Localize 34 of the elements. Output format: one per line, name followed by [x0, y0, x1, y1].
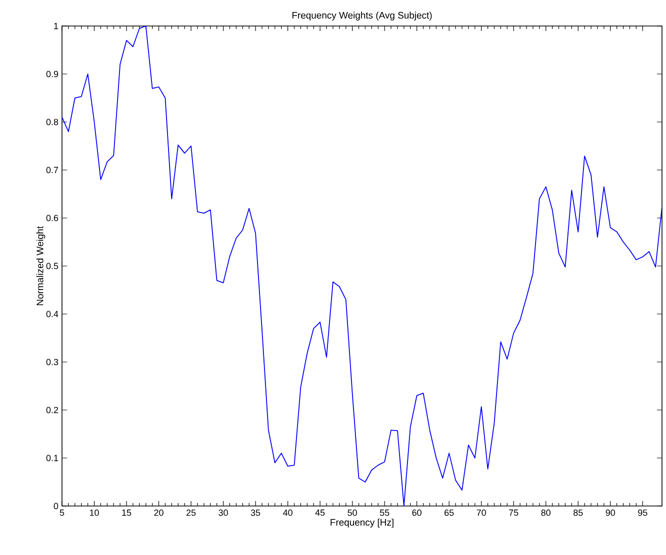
x-tick-label: 60 — [412, 510, 422, 516]
x-tick-label: 50 — [348, 510, 357, 516]
x-tick-label: 65 — [444, 510, 454, 516]
line-series — [62, 26, 662, 506]
x-tick-label: 75 — [509, 510, 518, 516]
x-tick-label: 40 — [283, 510, 292, 516]
x-tick-label: 45 — [315, 510, 325, 516]
y-tick-label: 0.4 — [46, 310, 58, 318]
y-axis-title: Normalized Weight — [36, 226, 46, 306]
y-tick-label: 0.5 — [46, 262, 58, 270]
x-tick-label: 80 — [541, 510, 551, 516]
y-tick-label: 0.6 — [46, 214, 58, 222]
x-tick-label: 55 — [380, 510, 390, 516]
y-tick-label: 0.8 — [46, 118, 58, 126]
y-tick-label: 1 — [54, 22, 58, 30]
x-tick-label: 25 — [186, 510, 196, 516]
y-tick-label: 0.1 — [46, 454, 58, 462]
y-tick-label: 0.3 — [46, 358, 58, 366]
x-tick-label: 90 — [606, 510, 616, 516]
y-tick-label: 0 — [54, 502, 58, 510]
y-tick-label: 0.9 — [46, 70, 58, 78]
x-tick-label: 30 — [218, 510, 228, 516]
x-tick-label: 10 — [90, 510, 99, 516]
y-tick-label: 0.2 — [46, 406, 58, 414]
x-tick-label: 85 — [574, 510, 583, 516]
x-tick-label: 35 — [250, 510, 260, 516]
chart-title: Frequency Weights (Avg Subject) — [292, 12, 432, 20]
x-tick-label: 95 — [638, 510, 648, 516]
x-axis-title: Frequency [Hz] — [330, 518, 394, 528]
x-tick-label: 15 — [122, 510, 132, 516]
x-tick-label: 20 — [154, 510, 164, 516]
x-tick-label: 5 — [60, 510, 64, 516]
x-tick-label: 70 — [476, 510, 486, 516]
y-tick-label: 0.7 — [46, 166, 58, 174]
